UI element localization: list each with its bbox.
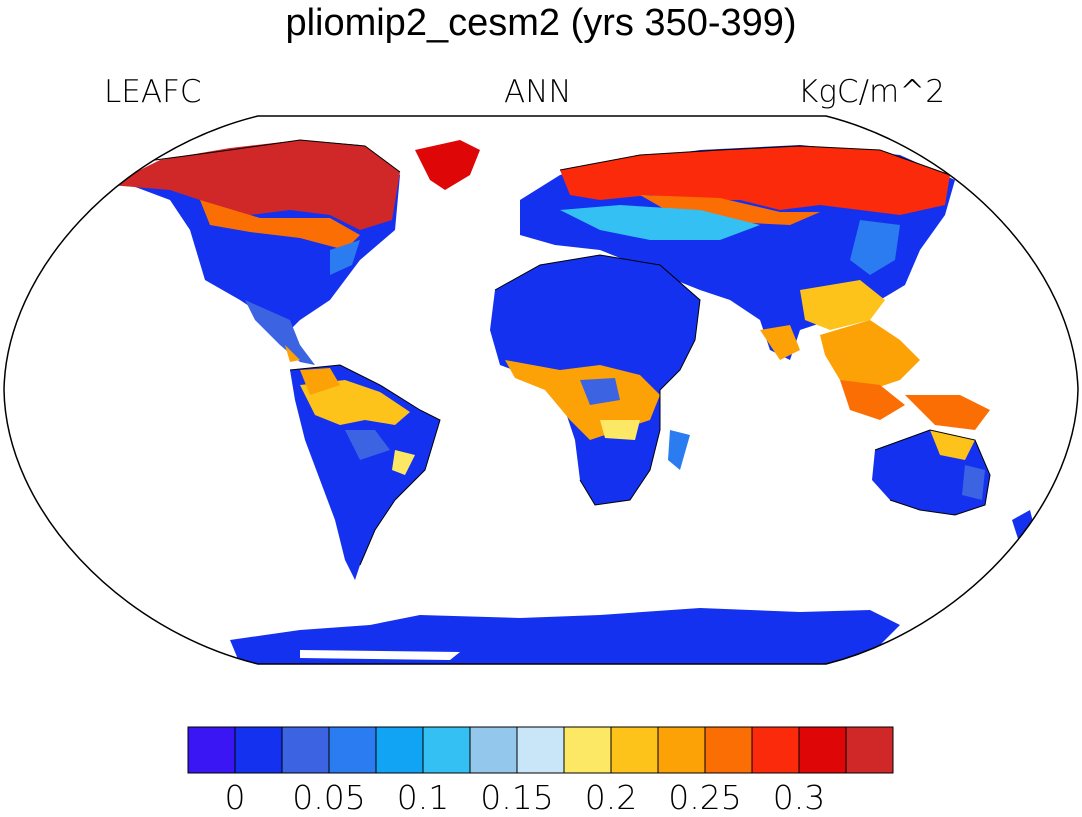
colorbar [187,726,894,774]
units-label: KgC/m^2 [798,74,945,110]
na-east [330,240,360,275]
colorbar-swatch [234,726,283,774]
colorbar-swatch [845,726,894,774]
amazon-forest [300,380,410,425]
colorbar-swatch [516,726,565,774]
season-label: ANN [504,74,572,110]
colorbar-swatch [328,726,377,774]
colorbar-tick-label: 0.15 [480,778,554,817]
colorbar-swatch [704,726,753,774]
colorbar-tick-label: 0.05 [292,778,366,817]
plot-title: pliomip2_cesm2 (yrs 350-399) [285,2,797,44]
colorbar-tick-label: 0 [224,778,246,817]
map-border [3,115,1079,665]
colorbar-swatch [422,726,471,774]
colorbar-tick-label: 0.3 [772,778,826,817]
greenland [415,140,480,190]
colorbar-swatch [610,726,659,774]
north-america-boreal [110,140,400,230]
antarctica-landmass [230,608,900,664]
colorbar-swatch [469,726,518,774]
colorbar-swatch [798,726,847,774]
variable-label: LEAFC [104,74,202,110]
na-transition [200,200,360,250]
colorbar-swatch [187,726,236,774]
siberia-forest [560,146,950,215]
colorbar-tick-label: 0.25 [668,778,742,817]
central-america [245,300,315,365]
colorbar-tick-label: 0.2 [584,778,638,817]
colorbar-swatch [375,726,424,774]
new-zealand [1012,510,1035,545]
colorbar-swatch [563,726,612,774]
colorbar-swatch [281,726,330,774]
colorbar-tick-label: 0.1 [396,778,450,817]
southeast-asia [820,320,920,390]
colorbar-swatch [657,726,706,774]
colorbar-swatch [751,726,800,774]
